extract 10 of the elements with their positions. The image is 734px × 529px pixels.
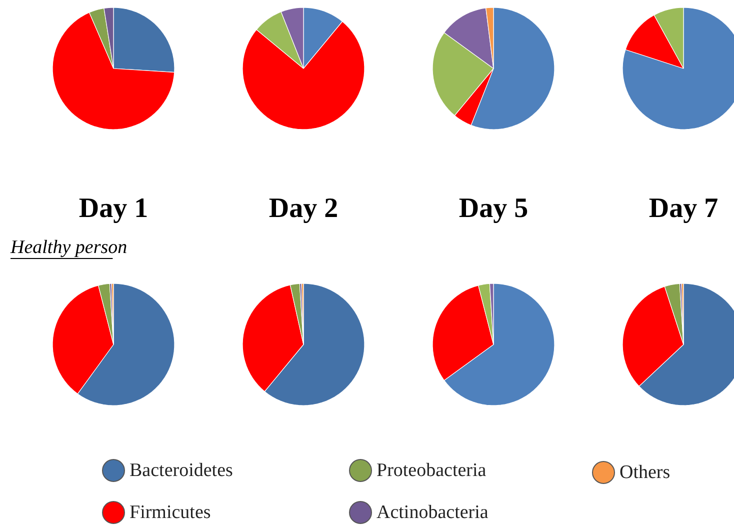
text: Day 1 bbox=[78, 193, 148, 224]
text: Day 5 bbox=[458, 193, 528, 224]
legend-label: Firmicutes bbox=[130, 502, 211, 523]
text: Day 7 bbox=[648, 193, 718, 224]
legend-label: Others bbox=[620, 462, 670, 483]
legend-label: Bacteroidetes bbox=[130, 460, 233, 481]
chart-subtitle: Healthy person bbox=[10, 237, 128, 258]
text: Day 2 bbox=[268, 193, 338, 224]
legend-label: Proteobacteria bbox=[376, 460, 487, 481]
legend-label: Actinobacteria bbox=[376, 502, 489, 523]
